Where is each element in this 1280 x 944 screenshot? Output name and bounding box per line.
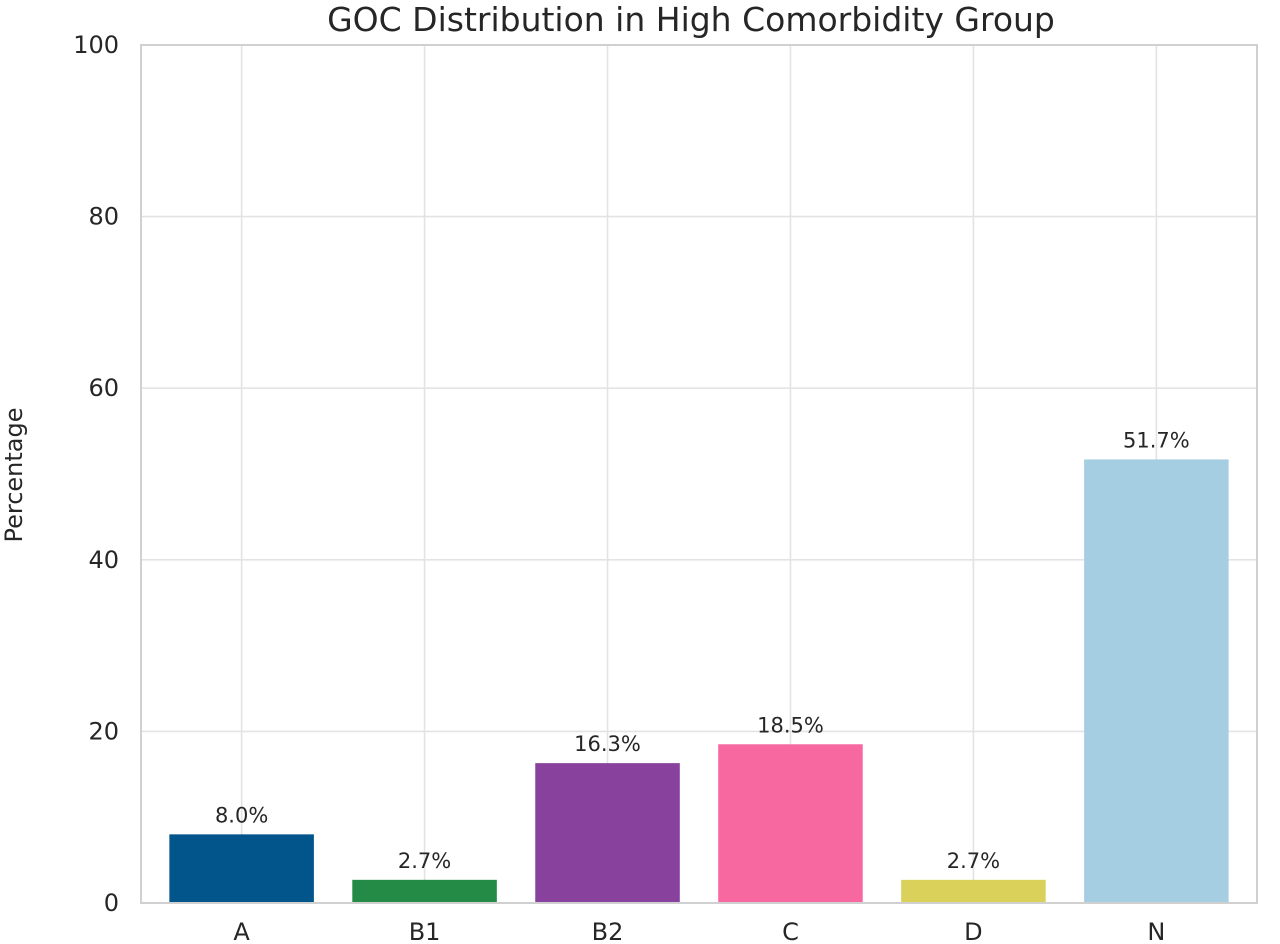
data-labels: 8.0% 2.7% 16.3% 18.5% 2.7% 51.7% xyxy=(215,428,1190,872)
data-label-b2: 16.3% xyxy=(574,732,641,756)
x-tick-label: B2 xyxy=(592,918,624,944)
bar-b2 xyxy=(535,763,680,903)
bar-d xyxy=(901,879,1046,903)
bar-a xyxy=(169,834,314,903)
y-tick-label: 0 xyxy=(104,889,119,917)
y-tick-label: 80 xyxy=(88,203,119,231)
axis-ticks: 0 20 40 60 80 100 A B1 B2 C D N xyxy=(73,31,1165,944)
x-tick-label: D xyxy=(964,918,982,944)
data-label-c: 18.5% xyxy=(757,713,824,737)
x-tick-label: C xyxy=(782,918,799,944)
bar-c xyxy=(718,744,863,903)
plot-frame xyxy=(140,44,1258,904)
data-label-a: 8.0% xyxy=(215,803,268,827)
y-tick-label: 40 xyxy=(88,546,119,574)
x-tick-label: B1 xyxy=(409,918,441,944)
chart-title: GOC Distribution in High Comorbidity Gro… xyxy=(327,0,1055,39)
y-tick-label: 100 xyxy=(73,31,119,59)
data-label-d: 2.7% xyxy=(947,849,1000,873)
bars xyxy=(169,459,1229,903)
bar-n xyxy=(1084,459,1229,903)
data-label-n: 51.7% xyxy=(1123,428,1190,452)
x-tick-label: A xyxy=(233,918,250,944)
bar-b1 xyxy=(352,879,497,903)
data-label-b1: 2.7% xyxy=(398,849,451,873)
x-tick-label: N xyxy=(1147,918,1165,944)
y-tick-label: 60 xyxy=(88,374,119,402)
y-tick-label: 20 xyxy=(88,717,119,745)
y-axis-label: Percentage xyxy=(0,407,28,542)
